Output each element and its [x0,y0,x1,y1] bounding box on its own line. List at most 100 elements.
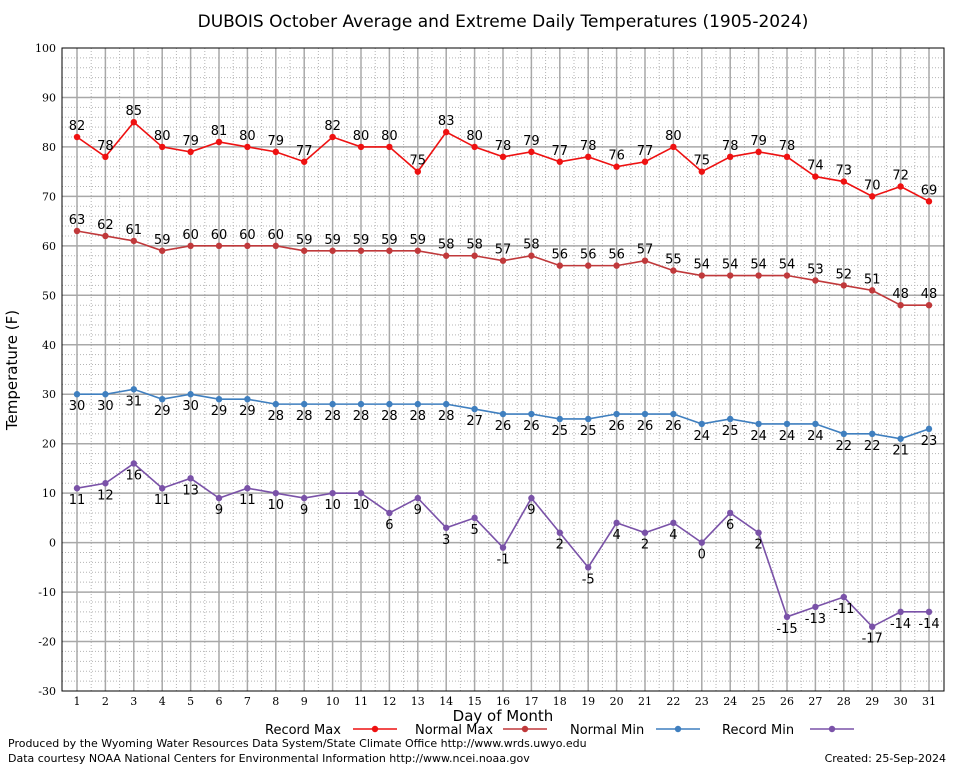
data-label: 48 [892,287,909,302]
data-label: 58 [438,238,455,253]
legend-label: Normal Min [570,723,644,738]
data-point [272,242,279,250]
data-label: 28 [268,409,285,424]
grid [62,48,944,691]
data-label: -14 [890,617,911,632]
data-label: 82 [69,119,86,134]
data-point [215,242,223,250]
x-tick-label: 18 [553,695,567,708]
data-label: 0 [698,548,706,563]
data-point [187,391,194,398]
data-label: 22 [864,439,881,454]
chart-title: DUBOIS October Average and Extreme Daily… [198,12,809,32]
data-point [499,153,507,161]
y-tick-label: 100 [35,42,56,55]
data-point [613,163,620,170]
x-tick-label: 29 [865,695,879,708]
x-tick-label: 7 [244,695,251,708]
data-point [272,489,279,497]
data-label: 59 [381,233,398,248]
data-label: 24 [750,429,767,444]
data-label: 26 [637,419,654,434]
data-point [244,143,251,151]
data-label: 80 [239,129,256,144]
x-tick-label: 19 [581,695,595,708]
data-label: 2 [754,538,762,553]
data-label: 54 [750,258,767,273]
x-tick-label: 28 [837,695,851,708]
data-label: 59 [154,233,171,248]
data-point [556,529,563,536]
data-point [869,287,876,294]
data-point [755,420,762,428]
data-point [783,420,791,428]
legend-swatch-marker [674,725,682,733]
y-tick-label: 90 [42,91,56,104]
x-tick-label: 21 [638,695,652,708]
data-label: 78 [97,139,114,154]
data-point [840,430,847,437]
data-point [585,564,592,571]
data-point [897,183,904,190]
data-point [670,143,677,151]
legend-item-record-max: Record Max [265,723,397,738]
x-tick-label: 12 [382,695,396,708]
data-point [386,143,393,151]
data-label: 27 [466,414,483,429]
data-point [897,302,904,309]
data-point [641,410,649,418]
data-point [812,277,819,284]
data-label: 61 [126,223,143,238]
data-label: 72 [892,168,909,183]
data-point [329,133,336,141]
x-tick-label: 30 [894,695,908,708]
x-tick-label: 14 [439,695,453,708]
x-tick-label: 17 [524,695,538,708]
data-label: 28 [296,409,313,424]
data-point [641,529,649,536]
data-point [698,420,705,428]
data-point [329,400,336,408]
data-label: -15 [776,622,797,637]
data-point [670,267,677,274]
plot-frame [61,47,945,692]
data-label: 62 [97,218,114,233]
data-label: 9 [300,503,308,518]
legend-swatch-marker [521,725,529,733]
data-point [414,247,421,254]
x-tick-label: 15 [468,695,482,708]
data-label: 48 [921,287,938,302]
data-point [159,143,166,151]
data-label: 57 [495,243,512,258]
data-point [499,257,507,264]
y-tick-label: 60 [42,240,56,253]
data-point [812,420,819,428]
data-label: 80 [466,129,483,144]
data-label: 80 [154,129,171,144]
data-point [641,257,649,264]
data-point [272,148,279,156]
data-label: -1 [497,553,510,568]
data-label: 76 [608,149,625,164]
data-label: 78 [495,139,512,154]
data-label: 82 [324,119,341,134]
data-point [215,494,223,502]
data-label: 21 [892,444,909,459]
x-tick-label: 26 [780,695,794,708]
data-point [73,485,81,492]
data-point [102,153,109,161]
data-label: 58 [523,238,540,253]
data-label: -14 [918,617,939,632]
y-tick-label: -30 [38,685,56,698]
x-tick-label: 27 [808,695,822,708]
data-label: 25 [722,424,739,439]
data-point [698,272,705,279]
data-label: 28 [324,409,341,424]
data-label: 26 [665,419,682,434]
data-label: -5 [582,572,595,587]
data-label: 77 [637,144,654,159]
y-tick-label: 80 [42,141,56,154]
data-point [329,247,336,254]
data-point [301,158,308,165]
